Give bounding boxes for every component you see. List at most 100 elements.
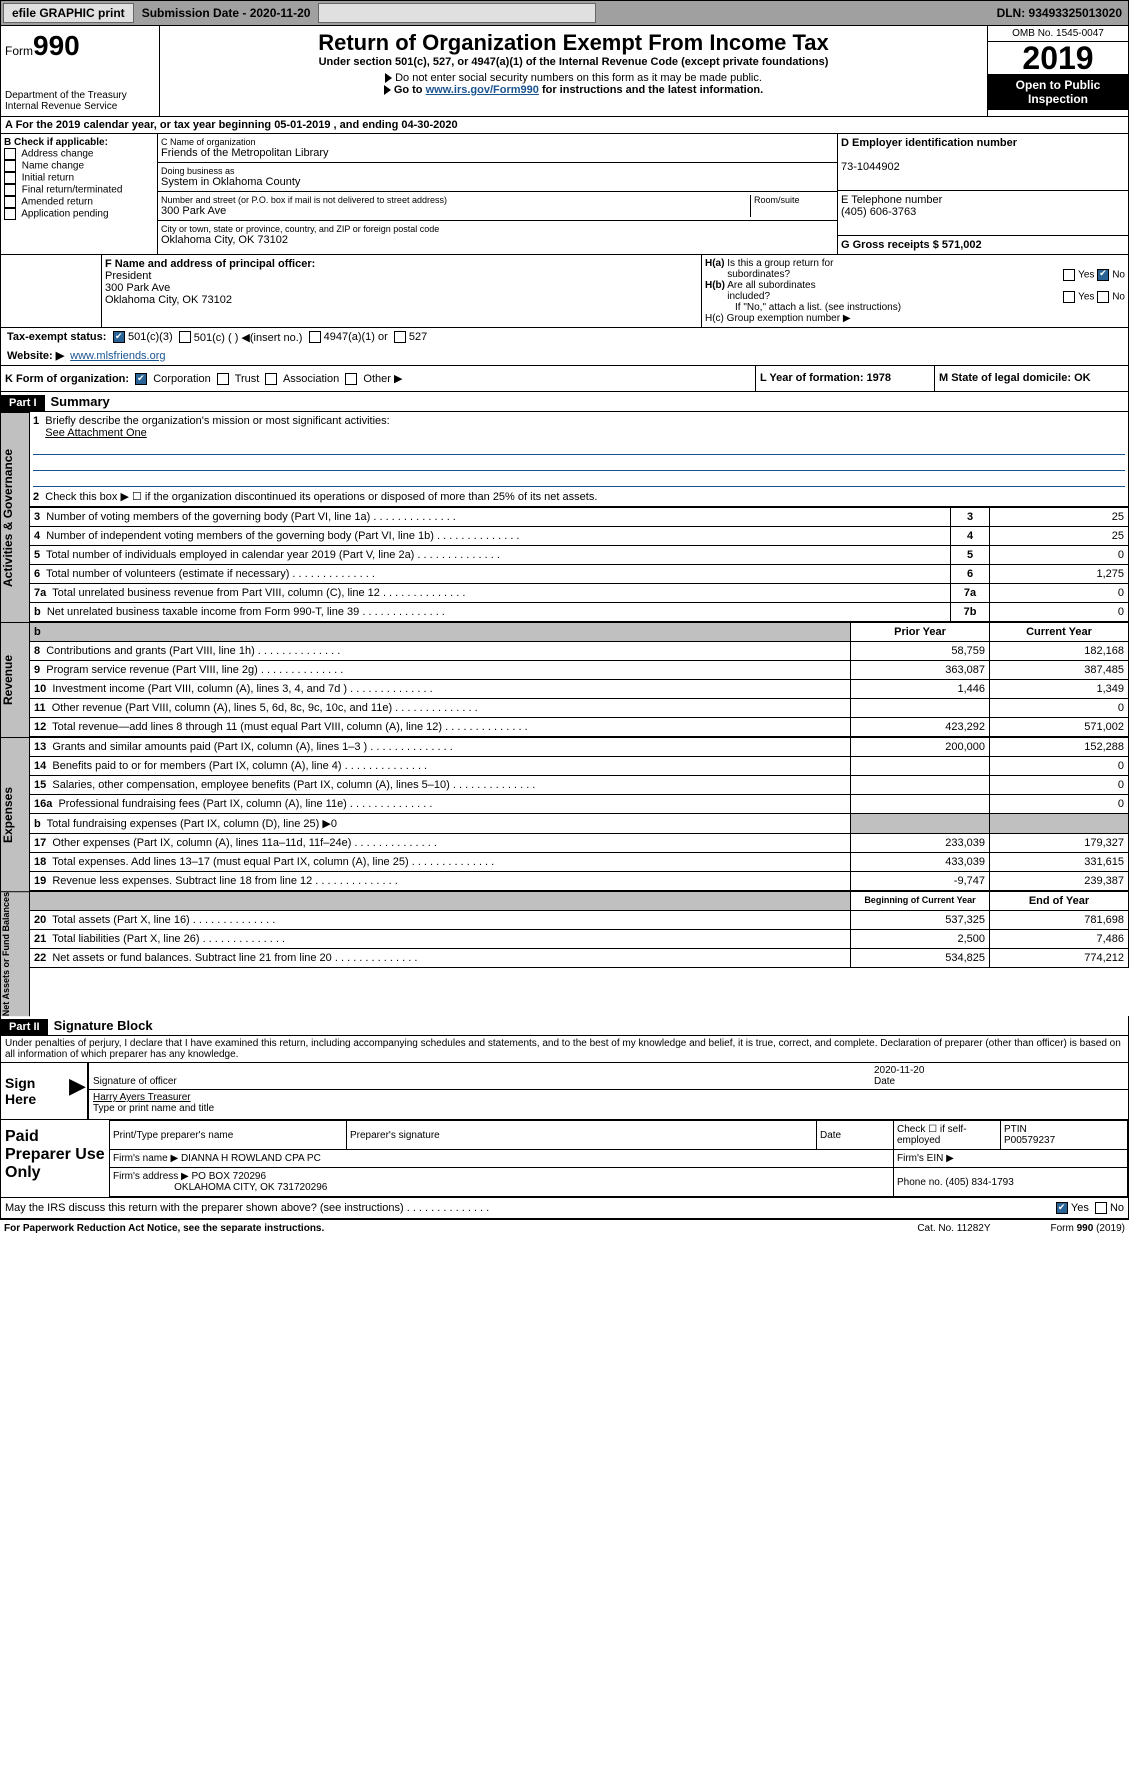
firm-name: Firm's name ▶ DIANNA H ROWLAND CPA PC	[110, 1150, 894, 1168]
part1-header: Part ISummary	[0, 392, 1129, 412]
hb-no-checkbox[interactable]	[1097, 291, 1109, 303]
form-footer: Form 990 (2019)	[1051, 1223, 1125, 1234]
officer-label: F Name and address of principal officer:	[105, 258, 315, 270]
phone: (405) 606-3763	[841, 206, 916, 218]
side-netassets: Net Assets or Fund Balances	[0, 891, 30, 1016]
other-checkbox[interactable]	[345, 373, 357, 385]
checkbox[interactable]	[4, 184, 16, 196]
addr-label: Number and street (or P.O. box if mail i…	[161, 195, 750, 205]
checkbox[interactable]	[4, 208, 16, 220]
q2: Check this box ▶ ☐ if the organization d…	[45, 491, 597, 503]
section-i: Tax-exempt status: 501(c)(3) 501(c) ( ) …	[0, 328, 1129, 346]
dba: System in Oklahoma County	[161, 176, 834, 188]
hc: H(c) Group exemption number ▶	[705, 313, 1125, 324]
box-b: B Check if applicable: Address change Na…	[1, 134, 158, 254]
tax-year: 2019	[988, 42, 1128, 74]
irs-link[interactable]: www.irs.gov/Form990	[426, 84, 539, 96]
firm-addr: Firm's address ▶ PO BOX 720296 OKLAHOMA …	[110, 1168, 894, 1197]
dept-label: Department of the Treasury	[5, 90, 155, 101]
efile-button[interactable]: efile GRAPHIC print	[3, 3, 134, 23]
discuss-row: May the IRS discuss this return with the…	[0, 1198, 1129, 1219]
officer-addr1: 300 Park Ave	[105, 282, 170, 294]
sign-here-label: Sign Here	[1, 1063, 69, 1119]
signature-section: Sign Here ▶ Signature of officer 2020-11…	[0, 1063, 1129, 1120]
section-fh: F Name and address of principal officer:…	[0, 255, 1129, 328]
preparer-label: Paid Preparer Use Only	[1, 1120, 109, 1197]
phone-label: E Telephone number	[841, 194, 942, 206]
side-revenue: Revenue	[0, 622, 30, 737]
ein-label: D Employer identification number	[841, 137, 1017, 149]
side-expenses: Expenses	[0, 737, 30, 891]
side-governance: Activities & Governance	[0, 412, 30, 622]
hb: H(b) Are all subordinates included? Yes …	[705, 280, 1125, 302]
dba-label: Doing business as	[161, 166, 834, 176]
hb-yes-checkbox[interactable]	[1063, 291, 1075, 303]
form-number: Form990	[5, 30, 155, 62]
ha: H(a) Is this a group return for subordin…	[705, 258, 1125, 280]
section-bcd: B Check if applicable: Address change Na…	[0, 134, 1129, 255]
part2-header: Part IISignature Block	[0, 1016, 1129, 1036]
name-label: C Name of organization	[161, 137, 834, 147]
state-domicile: M State of legal domicile: OK	[934, 366, 1128, 391]
year-formation: L Year of formation: 1978	[755, 366, 934, 391]
netassets-table: Beginning of Current YearEnd of Year20 T…	[30, 891, 1129, 968]
gross-receipts: G Gross receipts $ 571,002	[838, 236, 1128, 254]
trust-checkbox[interactable]	[217, 373, 229, 385]
prep-selfemp: Check ☐ if self-employed	[894, 1121, 1001, 1150]
q1-answer: See Attachment One	[45, 427, 147, 439]
ein: 73-1044902	[841, 161, 900, 173]
footer: For Paperwork Reduction Act Notice, see …	[0, 1219, 1129, 1237]
city-state-zip: Oklahoma City, OK 73102	[161, 234, 834, 246]
ha-no-checkbox[interactable]	[1097, 269, 1109, 281]
declaration: Under penalties of perjury, I declare th…	[0, 1036, 1129, 1063]
website-link[interactable]: www.mlsfriends.org	[70, 350, 165, 362]
blank-field	[318, 3, 596, 23]
firm-phone: Phone no. (405) 834-1793	[894, 1168, 1128, 1197]
officer-name: President	[105, 270, 151, 282]
governance-table: 3 Number of voting members of the govern…	[30, 507, 1129, 622]
section-j: Website: ▶ www.mlsfriends.org	[0, 346, 1129, 366]
checkbox[interactable]	[4, 160, 16, 172]
prep-date-hdr: Date	[817, 1121, 894, 1150]
preparer-section: Paid Preparer Use Only Print/Type prepar…	[0, 1120, 1129, 1198]
checkbox[interactable]	[4, 196, 16, 208]
public-inspection: Open to Public Inspection	[988, 74, 1128, 110]
sig-name: Harry Ayers TreasurerType or print name …	[89, 1090, 1128, 1116]
period-row: A For the 2019 calendar year, or tax yea…	[0, 117, 1129, 134]
discuss-yes-checkbox[interactable]	[1056, 1202, 1068, 1214]
org-name: Friends of the Metropolitan Library	[161, 147, 834, 159]
sig-date: 2020-11-20Date	[870, 1063, 1128, 1090]
subtitle-1: Under section 501(c), 527, or 4947(a)(1)…	[164, 56, 983, 68]
prep-ptin: PTINP00579237	[1001, 1121, 1128, 1150]
501c3-checkbox[interactable]	[113, 331, 125, 343]
subtitle-2: Do not enter social security numbers on …	[395, 72, 762, 84]
topbar: efile GRAPHIC print Submission Date - 20…	[0, 0, 1129, 26]
room-label: Room/suite	[750, 195, 834, 217]
triangle-icon	[384, 85, 391, 95]
prep-sig-hdr: Preparer's signature	[347, 1121, 817, 1150]
officer-addr2: Oklahoma City, OK 73102	[105, 294, 232, 306]
form-title: Return of Organization Exempt From Incom…	[164, 30, 983, 56]
prep-name-hdr: Print/Type preparer's name	[110, 1121, 347, 1150]
hb-note: If "No," attach a list. (see instruction…	[705, 302, 1125, 313]
firm-ein: Firm's EIN ▶	[894, 1150, 1128, 1168]
form-header: Form990 Department of the Treasury Inter…	[0, 26, 1129, 117]
section-klm: K Form of organization: Corporation Trus…	[0, 366, 1129, 392]
assoc-checkbox[interactable]	[265, 373, 277, 385]
4947-checkbox[interactable]	[309, 331, 321, 343]
corp-checkbox[interactable]	[135, 373, 147, 385]
checkbox[interactable]	[4, 148, 16, 160]
revenue-table: bPrior YearCurrent Year8 Contributions a…	[30, 622, 1129, 737]
arrow-icon: ▶	[69, 1063, 87, 1119]
triangle-icon	[385, 73, 392, 83]
527-checkbox[interactable]	[394, 331, 406, 343]
street-address: 300 Park Ave	[161, 205, 750, 217]
q1: Briefly describe the organization's miss…	[45, 415, 389, 427]
501c-checkbox[interactable]	[179, 331, 191, 343]
checkbox[interactable]	[4, 172, 16, 184]
irs-label: Internal Revenue Service	[5, 101, 155, 112]
ha-yes-checkbox[interactable]	[1063, 269, 1075, 281]
discuss-no-checkbox[interactable]	[1095, 1202, 1107, 1214]
submission-date: Submission Date - 2020-11-20	[136, 4, 317, 22]
expenses-table: 13 Grants and similar amounts paid (Part…	[30, 737, 1129, 891]
